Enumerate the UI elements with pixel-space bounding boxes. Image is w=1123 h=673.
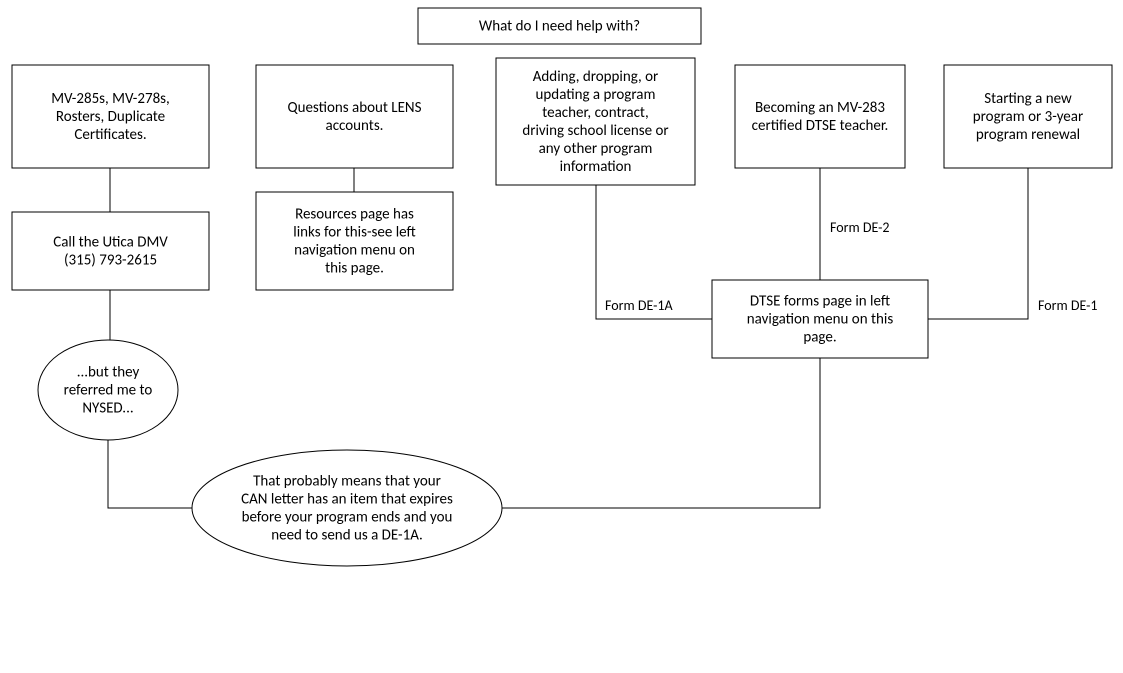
edge-7	[502, 358, 820, 508]
node-text-starting: Starting a newprogram or 3-yearprogram r…	[973, 90, 1083, 144]
node-text-callutica: Call the Utica DMV(315) 793-2615	[53, 234, 168, 270]
edge-6	[108, 438, 192, 508]
node-text-canletter: That probably means that yourCAN letter …	[241, 473, 453, 545]
edge-label-4: Form DE-1	[1038, 297, 1098, 314]
edge-label-3: Form DE-2	[830, 219, 890, 236]
node-text-title: What do I need help with?	[479, 18, 640, 36]
edge-4	[928, 168, 1028, 319]
node-text-becoming: Becoming an MV-283certified DTSE teacher…	[752, 99, 889, 135]
edge-label-2: Form DE-1A	[605, 297, 674, 314]
